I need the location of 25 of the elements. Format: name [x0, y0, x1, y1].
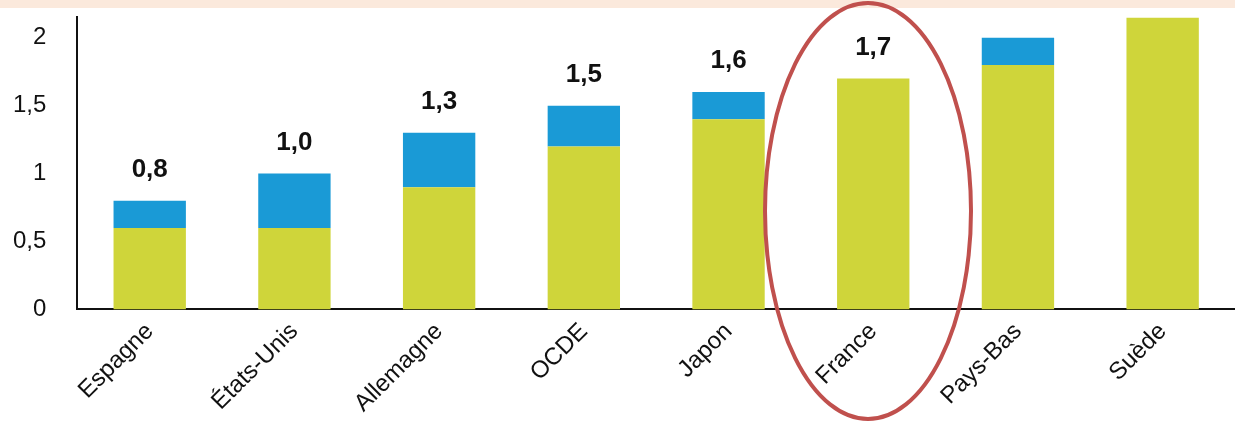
total-label: 1,5 — [565, 57, 602, 88]
bar — [692, 92, 765, 120]
y-tick-label: 1 — [33, 158, 47, 186]
bar — [1126, 17, 1199, 310]
bar — [837, 78, 910, 310]
y-tick-label: 0 — [33, 294, 47, 322]
y-tick-label: 2 — [33, 22, 47, 50]
bar — [402, 187, 476, 310]
total-label: 0,8 — [131, 152, 168, 183]
bar — [981, 37, 1055, 65]
total-label: 1,3 — [421, 85, 458, 116]
bar — [547, 105, 621, 147]
y-tick-label: 0,5 — [12, 226, 47, 254]
bar — [258, 173, 331, 228]
total-label: 1,6 — [710, 44, 747, 75]
bar — [692, 119, 765, 310]
bar — [981, 64, 1055, 310]
bar — [258, 227, 331, 310]
bar — [402, 132, 476, 188]
bar — [113, 227, 186, 310]
total-label: 1,7 — [855, 30, 892, 61]
bar — [547, 146, 621, 310]
total-label: 1,0 — [276, 125, 313, 156]
bar — [113, 200, 186, 228]
y-tick-label: 1,5 — [12, 90, 47, 118]
